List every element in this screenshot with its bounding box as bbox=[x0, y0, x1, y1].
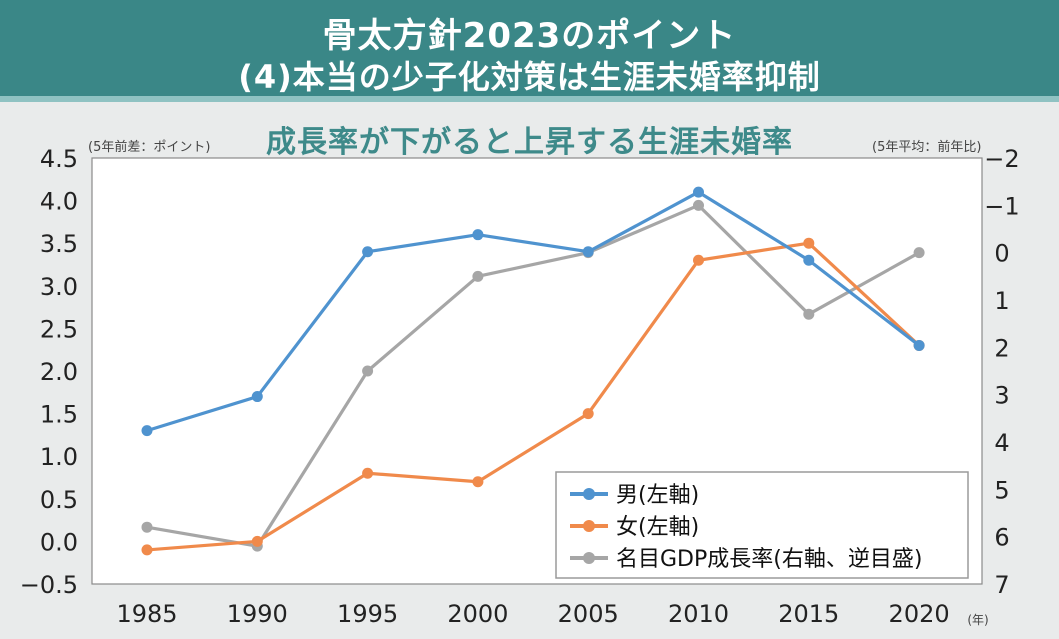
series-point-1 bbox=[362, 467, 374, 479]
series-point-1 bbox=[251, 535, 263, 547]
series-point-2 bbox=[693, 199, 704, 211]
legend-label: 名目GDP成長率(右軸、逆目盛) bbox=[616, 547, 922, 572]
x-axis-unit: (年) bbox=[967, 613, 988, 627]
series-line-0 bbox=[146, 190, 921, 433]
series-point-0 bbox=[803, 254, 815, 266]
series-line-2 bbox=[146, 203, 920, 548]
left-tick-label: 1.0 bbox=[40, 443, 78, 471]
series-point-2 bbox=[141, 521, 153, 533]
x-tick-label: 1990 bbox=[227, 600, 288, 628]
right-axis-unit: (5年平均：前年比) bbox=[872, 140, 982, 155]
legend-label: 男(左軸) bbox=[616, 483, 699, 508]
series-line-1 bbox=[146, 241, 921, 552]
right-tick-label: 1 bbox=[994, 287, 1009, 315]
right-tick-label: 2 bbox=[994, 334, 1009, 362]
x-tick-label: 2005 bbox=[558, 600, 619, 628]
x-tick-label: 2000 bbox=[447, 600, 508, 628]
series-point-0 bbox=[362, 246, 374, 258]
page-title: 骨太方針2023のポイント bbox=[322, 16, 737, 56]
series-point-1 bbox=[472, 476, 484, 488]
right-tick-label: −2 bbox=[984, 145, 1019, 173]
header-banner: 骨太方針2023のポイント (4)本当の少子化対策は生涯未婚率抑制 bbox=[0, 0, 1059, 102]
series-point-1 bbox=[693, 254, 704, 266]
left-axis-unit: (5年前差：ポイント) bbox=[88, 140, 211, 155]
left-tick-label: 0.5 bbox=[40, 486, 78, 514]
legend-box bbox=[555, 471, 969, 579]
right-tick-label: 0 bbox=[994, 240, 1009, 268]
series-point-0 bbox=[472, 229, 484, 241]
series-point-2 bbox=[803, 308, 815, 320]
x-tick-label: 1995 bbox=[337, 600, 398, 628]
left-tick-label: 3.0 bbox=[40, 273, 78, 301]
series-point-1 bbox=[803, 237, 815, 249]
left-tick-label: 2.0 bbox=[40, 358, 78, 386]
legend-swatch-marker bbox=[583, 520, 595, 532]
right-tick-label: 3 bbox=[994, 382, 1009, 410]
x-tick-label: 1985 bbox=[116, 600, 177, 628]
x-tick-label: 2015 bbox=[778, 600, 839, 628]
header-divider bbox=[0, 96, 1059, 102]
series-point-1 bbox=[141, 544, 153, 556]
right-tick-label: 7 bbox=[994, 571, 1009, 599]
series-point-0 bbox=[913, 339, 925, 351]
series-point-0 bbox=[141, 425, 153, 437]
legend-swatch-marker bbox=[583, 552, 595, 564]
series-point-0 bbox=[693, 186, 704, 198]
right-tick-label: 5 bbox=[994, 476, 1009, 504]
series-point-1 bbox=[582, 408, 594, 420]
series-point-2 bbox=[472, 270, 484, 282]
left-tick-label: 1.5 bbox=[40, 401, 78, 429]
page-subtitle: (4)本当の少子化対策は生涯未婚率抑制 bbox=[238, 58, 821, 96]
legend-label: 女(左軸) bbox=[616, 515, 699, 540]
x-tick-label: 2010 bbox=[668, 600, 729, 628]
left-tick-label: 0.0 bbox=[40, 528, 78, 556]
right-tick-label: 4 bbox=[994, 429, 1009, 457]
right-tick-label: −1 bbox=[984, 192, 1019, 220]
x-tick-label: 2020 bbox=[889, 600, 950, 628]
series-point-2 bbox=[362, 365, 374, 377]
left-tick-label: 2.5 bbox=[40, 315, 78, 343]
legend-swatch-marker bbox=[583, 488, 595, 500]
right-tick-label: 6 bbox=[994, 524, 1009, 552]
series-point-0 bbox=[582, 246, 594, 258]
left-tick-label: −0.5 bbox=[20, 571, 78, 599]
series-point-2 bbox=[913, 247, 925, 259]
left-tick-label: 4.0 bbox=[40, 188, 78, 216]
chart-title: 成長率が下がると上昇する生涯未婚率 bbox=[266, 125, 793, 160]
left-tick-label: 3.5 bbox=[40, 230, 78, 258]
left-tick-label: 4.5 bbox=[40, 145, 78, 173]
series-point-0 bbox=[251, 391, 263, 403]
